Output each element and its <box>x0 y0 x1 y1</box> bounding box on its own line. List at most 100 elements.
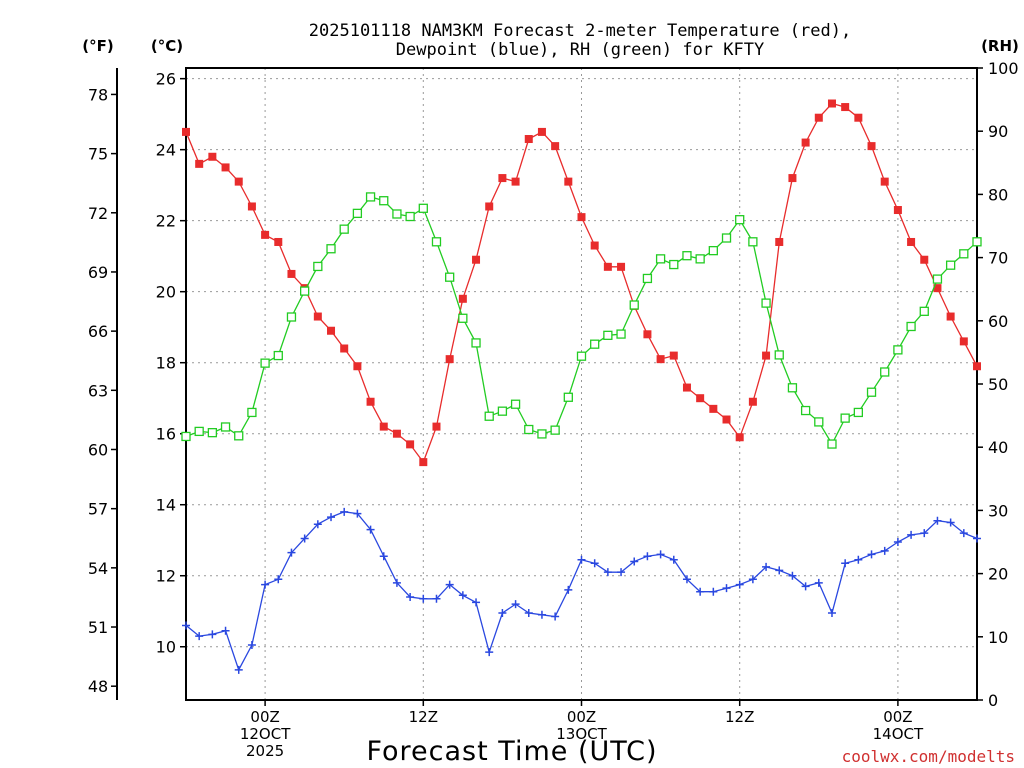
rh-point <box>748 237 758 247</box>
temperature-point <box>643 330 652 339</box>
celsius-tick-label: 14 <box>156 496 176 515</box>
rh-point <box>708 245 718 256</box>
temperature-point <box>379 422 388 431</box>
rh-point <box>510 399 521 409</box>
temperature-point <box>234 177 243 186</box>
dewpoint-point <box>392 578 401 587</box>
rh-point <box>405 211 415 222</box>
dewpoint-point <box>208 630 217 639</box>
rh-point <box>458 313 468 323</box>
temperature-point <box>366 397 375 406</box>
dewpoint-point <box>788 571 797 580</box>
temperature-point <box>682 383 691 392</box>
dewpoint-point <box>472 598 481 607</box>
fahrenheit-tick-label: 51 <box>88 618 108 637</box>
rh-tick-label: 40 <box>988 438 1008 457</box>
rh-tick-label: 20 <box>988 565 1008 584</box>
dewpoint-point <box>630 557 639 566</box>
temperature-point <box>893 206 902 215</box>
dewpoint-point <box>313 520 322 529</box>
rh-point <box>603 330 613 340</box>
rh-tick-label: 10 <box>988 628 1008 647</box>
rh-point <box>273 350 283 361</box>
rh-point <box>379 196 389 206</box>
dewpoint-point <box>274 575 283 584</box>
rh-point <box>181 431 191 442</box>
temperature-point <box>537 127 546 136</box>
dewpoint-point <box>353 509 362 518</box>
rh-point <box>484 411 494 421</box>
temperature-point <box>788 174 797 183</box>
temperature-point <box>656 355 665 364</box>
celsius-tick-label: 26 <box>156 70 176 89</box>
rh-point <box>365 192 376 202</box>
celsius-tick-label: 16 <box>156 425 176 444</box>
dewpoint-point <box>577 555 586 564</box>
rh-point <box>669 259 679 270</box>
rh-point <box>616 329 626 339</box>
dewpoint-point <box>445 580 454 589</box>
fahrenheit-unit-label: (°F) <box>82 37 113 55</box>
temperature-point <box>735 433 744 442</box>
temperature-point <box>564 177 573 186</box>
rh-tick-label: 80 <box>988 185 1008 204</box>
dewpoint-point <box>551 612 560 621</box>
rh-point <box>550 425 560 435</box>
temperature-point <box>472 255 481 264</box>
dewpoint-point <box>854 555 863 564</box>
rh-point <box>207 428 218 438</box>
dewpoint-point <box>247 640 256 649</box>
dewpoint-point <box>617 568 626 577</box>
rh-point <box>880 367 890 377</box>
dewpoint-point <box>498 609 507 618</box>
rh-point <box>695 254 705 264</box>
rh-point <box>866 387 877 397</box>
temperature-point <box>221 163 230 172</box>
fahrenheit-tick-label: 63 <box>88 381 108 400</box>
rh-point <box>194 426 204 437</box>
rh-point <box>800 405 811 416</box>
rh-point <box>392 209 402 219</box>
temperature-point <box>511 177 520 186</box>
temperature-point <box>340 344 349 353</box>
temperature-point <box>287 269 296 278</box>
time-tick-label: 12Z <box>725 708 754 726</box>
rh-tick-label: 60 <box>988 312 1008 331</box>
dewpoint-point <box>234 665 243 674</box>
rh-point <box>445 272 455 282</box>
temperature-point <box>696 394 705 403</box>
dewpoint-series <box>182 507 981 674</box>
temperature-point <box>524 135 533 144</box>
temperature-point <box>274 237 283 246</box>
rh-tick-label: 100 <box>988 59 1019 78</box>
dewpoint-point <box>432 594 441 603</box>
rh-point <box>339 224 349 234</box>
temperature-point <box>195 159 204 168</box>
celsius-unit-label: (°C) <box>151 37 183 55</box>
temperature-point <box>814 113 823 122</box>
rh-point <box>431 237 442 247</box>
rh-point <box>286 312 297 322</box>
temperature-point <box>445 355 454 364</box>
series-layer <box>181 99 982 674</box>
rh-point <box>313 261 323 272</box>
rh-tick-label: 30 <box>988 501 1008 520</box>
rh-point <box>260 358 270 368</box>
dewpoint-point <box>682 575 691 584</box>
rh-point <box>972 237 982 247</box>
fahrenheit-tick-label: 69 <box>88 263 108 282</box>
rh-point <box>774 350 784 360</box>
time-tick-label: 14OCT <box>873 725 924 743</box>
time-tick-label: 00Z <box>567 708 596 726</box>
temperature-point <box>327 326 336 335</box>
rh-point <box>352 208 363 219</box>
temperature-point <box>432 422 441 431</box>
dewpoint-point <box>406 593 415 602</box>
credit-link[interactable]: coolwx.com/modelts <box>842 747 1015 766</box>
fahrenheit-tick-label: 72 <box>88 204 108 223</box>
temperature-point <box>485 202 494 211</box>
temperature-point <box>841 103 850 112</box>
time-tick-label: 12OCT <box>240 725 291 743</box>
dewpoint-point <box>195 632 204 641</box>
dewpoint-point <box>762 562 771 571</box>
